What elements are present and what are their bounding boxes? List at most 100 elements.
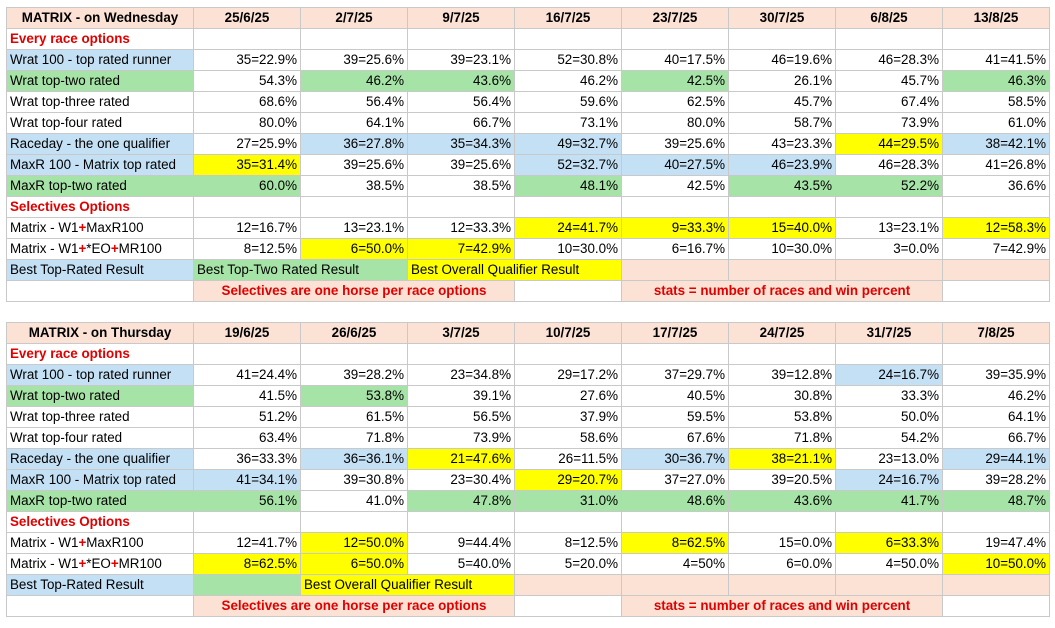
- stat-cell: 43.6%: [728, 490, 836, 512]
- table-row: Wrat 100 - top rated runner 35=22.9% 39=25…: [6, 49, 1050, 71]
- stat-cell: 58.6%: [514, 427, 622, 449]
- stat-cell: 36.6%: [942, 175, 1050, 197]
- stat-cell: 46=28.3%: [835, 49, 943, 71]
- stat-cell: 37.9%: [514, 406, 622, 428]
- stat-cell: 12=33.3%: [407, 217, 515, 239]
- stat-cell: 35=31.4%: [193, 154, 301, 176]
- stat-cell: 37=29.7%: [621, 364, 729, 386]
- stat-cell: 41.0%: [300, 490, 408, 512]
- empty-cell: [407, 343, 515, 365]
- stat-cell: 6=50.0%: [300, 238, 408, 260]
- stat-cell: 4=50.0%: [835, 553, 943, 575]
- stat-cell: 64.1%: [300, 112, 408, 134]
- stat-cell: 5=40.0%: [407, 553, 515, 575]
- stat-cell: 73.9%: [835, 112, 943, 134]
- section-row: Every race options: [6, 343, 1050, 365]
- stat-cell: 41=26.8%: [942, 154, 1050, 176]
- stat-cell: 58.7%: [728, 112, 836, 134]
- stat-cell: 71.8%: [728, 427, 836, 449]
- stat-cell: 67.4%: [835, 91, 943, 113]
- stat-cell: 8=12.5%: [514, 532, 622, 554]
- stat-cell: 29=44.1%: [942, 448, 1050, 470]
- stat-cell: 35=22.9%: [193, 49, 301, 71]
- stat-cell: 7=42.9%: [942, 238, 1050, 260]
- stat-cell: 46.2%: [300, 70, 408, 92]
- empty-cell: [514, 574, 622, 596]
- date-header: 23/7/25: [621, 7, 729, 29]
- header-row: MATRIX - on Wednesday 25/6/25 2/7/25 9/7/25…: [6, 7, 1050, 29]
- stat-cell: 66.7%: [407, 112, 515, 134]
- notes-row: Selectives are one horse per race option…: [6, 595, 1050, 617]
- empty-cell: [835, 28, 943, 50]
- stat-cell: 3=0.0%: [835, 238, 943, 260]
- stat-cell: 46=19.6%: [728, 49, 836, 71]
- stat-cell: 39=25.6%: [621, 133, 729, 155]
- stat-cell: 56.4%: [407, 91, 515, 113]
- row-label: Wrat top-four rated: [6, 112, 194, 134]
- stat-cell: 46.3%: [942, 70, 1050, 92]
- stat-cell: 8=12.5%: [193, 238, 301, 260]
- table-row: MaxR 100 - Matrix top rated 35=31.4% 39=25…: [6, 154, 1050, 176]
- stat-cell: 60.0%: [193, 175, 301, 197]
- stat-cell: 38=21.1%: [728, 448, 836, 470]
- row-label: MaxR top-two rated: [6, 175, 194, 197]
- label-part: Matrix - W1: [10, 535, 79, 550]
- stat-cell: 39=28.2%: [300, 364, 408, 386]
- empty-cell: [300, 511, 408, 533]
- stat-cell: 64.1%: [942, 406, 1050, 428]
- stat-cell: 39=30.8%: [300, 469, 408, 491]
- empty-cell: [193, 343, 301, 365]
- empty-cell: [942, 196, 1050, 218]
- legend-best-top-rated: Best Top-Rated Result: [6, 574, 194, 596]
- stat-cell: 23=30.4%: [407, 469, 515, 491]
- table-row: Wrat top-two rated 41.5% 53.8% 39.1% 27.6% 40…: [6, 385, 1050, 407]
- stat-cell: 12=50.0%: [300, 532, 408, 554]
- row-label: Wrat top-two rated: [6, 70, 194, 92]
- stat-cell: 38.5%: [407, 175, 515, 197]
- stat-cell: 52.2%: [835, 175, 943, 197]
- table-row: MaxR top-two rated 60.0% 38.5% 38.5% 48.1% 42…: [6, 175, 1050, 197]
- row-label: Wrat top-three rated: [6, 91, 194, 113]
- empty-cell: [193, 28, 301, 50]
- empty-cell: [300, 28, 408, 50]
- row-label: Matrix - W1+MaxR100: [6, 217, 194, 239]
- legend-best-overall: Best Overall Qualifier Result: [300, 574, 515, 596]
- row-label: Raceday - the one qualifier: [6, 448, 194, 470]
- stat-cell: 59.6%: [514, 91, 622, 113]
- stat-cell: 30.8%: [728, 385, 836, 407]
- plus-sign: +: [78, 535, 87, 550]
- table-row: MaxR top-two rated 56.1% 41.0% 47.8% 31.0% 48…: [6, 490, 1050, 512]
- stat-cell: 45.7%: [835, 70, 943, 92]
- stat-cell: 27=25.9%: [193, 133, 301, 155]
- stat-cell: 41=24.4%: [193, 364, 301, 386]
- empty-cell: [514, 343, 622, 365]
- empty-cell: [514, 595, 622, 617]
- table-row: Wrat 100 - top rated runner 41=24.4% 39=28…: [6, 364, 1050, 386]
- date-header: 9/7/25: [407, 7, 515, 29]
- table-title: MATRIX - on Thursday: [6, 322, 194, 344]
- stat-cell: 52=30.8%: [514, 49, 622, 71]
- legend-row: Best Top-Rated Result Best Overall Qualif…: [6, 574, 1050, 596]
- empty-cell: [728, 28, 836, 50]
- stat-cell: 31.0%: [514, 490, 622, 512]
- date-header: 24/7/25: [728, 322, 836, 344]
- stat-cell: 29=17.2%: [514, 364, 622, 386]
- stat-cell: 12=41.7%: [193, 532, 301, 554]
- header-row: MATRIX - on Thursday 19/6/25 26/6/25 3/7/25…: [6, 322, 1050, 344]
- stat-cell: 39=25.6%: [300, 154, 408, 176]
- stat-cell: 24=16.7%: [835, 364, 943, 386]
- legend-best-overall: Best Overall Qualifier Result: [407, 259, 622, 281]
- stat-cell: 24=16.7%: [835, 469, 943, 491]
- label-part: MaxR100: [86, 220, 144, 235]
- table-title: MATRIX - on Wednesday: [6, 7, 194, 29]
- date-header: 30/7/25: [728, 7, 836, 29]
- date-header: 2/7/25: [300, 7, 408, 29]
- stat-cell: 52=32.7%: [514, 154, 622, 176]
- empty-cell: [193, 511, 301, 533]
- empty-cell: [407, 511, 515, 533]
- stat-cell: 43=23.3%: [728, 133, 836, 155]
- row-label: Matrix - W1+*EO+MR100: [6, 553, 194, 575]
- stat-cell: 23=13.0%: [835, 448, 943, 470]
- label-part: Matrix - W1: [10, 220, 79, 235]
- thursday-table: MATRIX - on Thursday 19/6/25 26/6/25 3/7/25…: [6, 322, 1050, 617]
